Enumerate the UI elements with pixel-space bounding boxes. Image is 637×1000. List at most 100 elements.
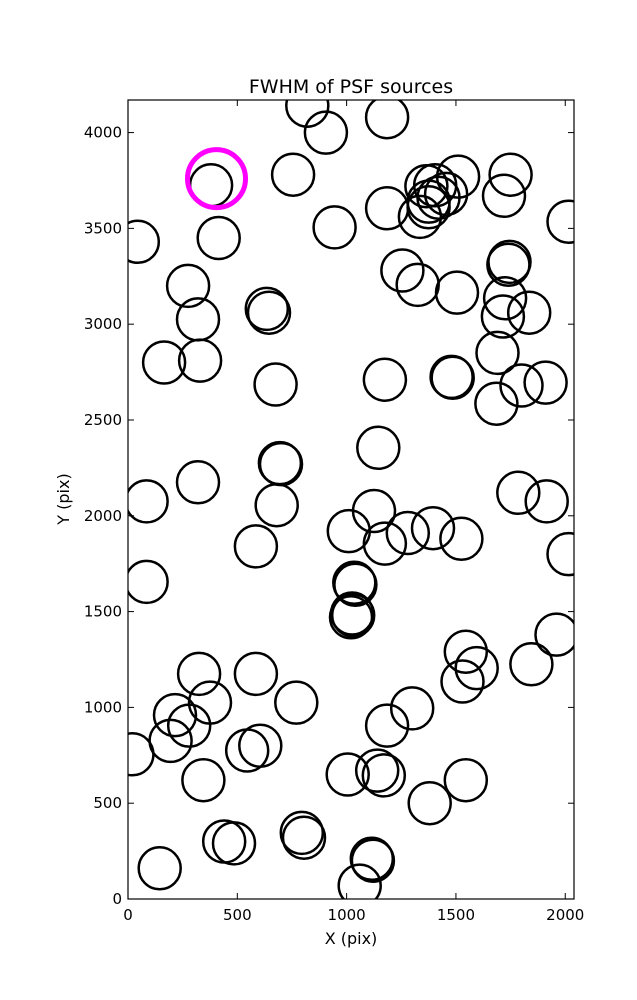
psf-source-marker: [337, 863, 382, 899]
psf-source-marker: [328, 595, 374, 640]
psf-source-marker: [480, 294, 526, 339]
x-tick-label: 0: [123, 906, 133, 924]
psf-source-marker: [152, 692, 198, 738]
y-tick-label: 500: [93, 794, 122, 812]
psf-source-marker: [523, 360, 568, 405]
psf-source-marker: [137, 846, 182, 891]
psf-source-marker: [196, 215, 241, 261]
psf-source-marker: [443, 757, 489, 803]
psf-source-marker: [509, 642, 554, 687]
psf-source-marker: [224, 728, 270, 773]
y-tick-label: 0: [112, 890, 122, 908]
psf-source-marker: [481, 173, 527, 219]
psf-source-marker: [148, 718, 193, 764]
psf-source-marker: [177, 338, 223, 383]
psf-source-marker: [406, 185, 451, 230]
axis-ticks: 0 500 1000 1500 2000 0 500 1000 1500 2000 2500 3000…: [84, 100, 584, 924]
psf-source-marker: [407, 780, 452, 826]
psf-source-marker: [439, 516, 484, 562]
psf-source-marker: [362, 357, 408, 402]
psf-source-marker: [279, 810, 325, 856]
psf-source-marker: [410, 505, 456, 551]
psf-source-marker: [496, 470, 541, 516]
x-tick-label: 2000: [546, 906, 584, 924]
psf-source-marker: [270, 152, 316, 197]
psf-source-marker: [165, 263, 211, 309]
psf-source-marker: [350, 838, 396, 883]
psf-source-marker: [166, 703, 212, 748]
psf-source-marker: [128, 219, 161, 265]
psf-source-marker: [303, 110, 349, 155]
psf-source-marker: [380, 248, 425, 293]
psf-source-marker: [435, 154, 481, 199]
psf-source-marker: [524, 479, 569, 524]
psf-source-marker: [506, 290, 552, 335]
psf-source-marker: [546, 531, 574, 577]
psf-source-marker: [385, 510, 431, 556]
psf-source-marker: [429, 354, 474, 400]
psf-source-marker: [333, 562, 378, 608]
psf-source-marker: [482, 276, 528, 321]
x-tick-label: 500: [223, 906, 252, 924]
highlighted-source-marker: [185, 147, 248, 211]
psf-source-marker: [128, 479, 169, 524]
psf-source-marker: [354, 748, 400, 793]
y-tick-label: 3500: [84, 219, 122, 237]
psf-source-marker: [434, 270, 480, 315]
psf-source-marker: [211, 821, 257, 866]
y-axis-label: Y (pix): [54, 473, 73, 525]
psf-source-marker: [330, 593, 376, 638]
psf-source-marker: [181, 757, 226, 803]
chart-title: FWHM of PSF sources: [249, 76, 453, 98]
y-tick-label: 4000: [84, 124, 122, 142]
psf-source-marker: [486, 242, 531, 288]
x-tick-label: 1500: [437, 906, 475, 924]
markers-layer: [128, 100, 574, 899]
psf-source-marker: [474, 381, 519, 426]
psf-source-marker: [257, 440, 303, 486]
psf-source-marker: [246, 290, 292, 335]
y-tick-label: 1500: [84, 603, 122, 621]
psf-source-marker: [233, 524, 279, 569]
psf-source-marker: [128, 732, 155, 777]
psf-source-marker: [364, 100, 410, 140]
psf-source-marker: [364, 703, 410, 748]
psf-source-marker: [534, 612, 574, 657]
psf-source-marker: [361, 753, 407, 798]
psf-source-marker: [281, 815, 327, 860]
psf-source-marker: [443, 629, 489, 675]
psf-source-marker: [351, 488, 397, 534]
x-axis-label: X (pix): [325, 929, 378, 948]
plot-frame: [127, 99, 575, 900]
psf-source-marker: [325, 752, 370, 797]
psf-source-marker: [454, 645, 499, 691]
y-tick-label: 1000: [84, 698, 122, 716]
psf-source-marker: [253, 362, 298, 407]
psf-source-marker: [397, 194, 443, 240]
psf-source-marker: [285, 100, 330, 128]
psf-source-marker: [499, 363, 544, 408]
psf-source-marker: [440, 659, 485, 704]
psf-source-marker: [176, 651, 222, 697]
psf-source-marker: [389, 686, 435, 731]
psf-source-marker: [201, 819, 247, 864]
psf-source-marker: [546, 199, 574, 244]
psf-source-marker: [238, 723, 283, 768]
psf-source-marker: [488, 152, 533, 197]
psf-source-marker: [254, 482, 299, 528]
psf-source-marker: [423, 171, 469, 217]
psf-source-marker: [141, 340, 187, 385]
x-tick-label: 1000: [328, 906, 366, 924]
y-tick-label: 2000: [84, 507, 122, 525]
psf-source-marker: [362, 521, 408, 566]
psf-source-marker: [312, 205, 357, 250]
psf-source-marker: [175, 460, 221, 505]
psf-source-marker: [274, 680, 319, 725]
psf-source-marker: [128, 559, 169, 605]
psf-source-marker: [475, 330, 520, 376]
psf-source-marker: [244, 286, 290, 332]
psf-source-marker: [356, 425, 401, 471]
psf-source-marker: [233, 651, 279, 697]
y-tick-label: 3000: [84, 315, 122, 333]
